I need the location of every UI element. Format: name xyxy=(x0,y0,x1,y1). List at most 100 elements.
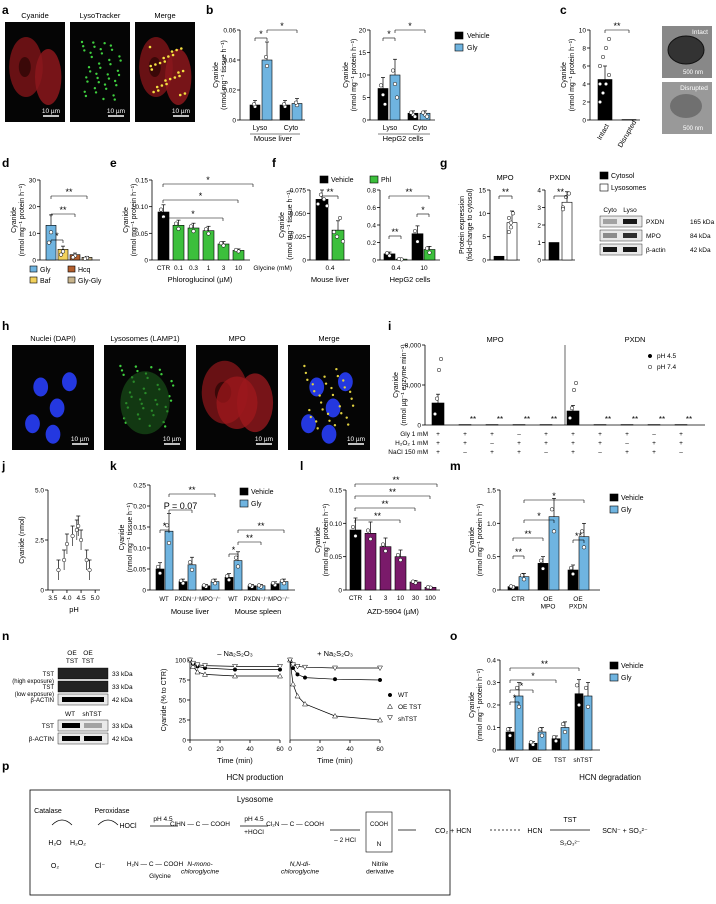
vesicle-dot xyxy=(172,384,174,386)
vesicle-dot xyxy=(85,95,87,97)
x-tick-label: 40 xyxy=(246,746,254,753)
vesicle-dot xyxy=(342,379,344,381)
vesicle-dot xyxy=(335,368,337,370)
vesicle-dot xyxy=(330,387,332,389)
y-tick-label: 0 xyxy=(492,748,496,755)
nucleus xyxy=(25,414,40,433)
significance-star: * xyxy=(387,29,391,39)
nucleus xyxy=(322,425,337,444)
condition-label: H₂O₂ 1 mM xyxy=(395,440,428,447)
data-point xyxy=(570,406,574,410)
panel-letter: p xyxy=(2,759,9,773)
significance-star: ** xyxy=(497,415,503,424)
significance-star: ** xyxy=(381,499,389,509)
condition-sign: – xyxy=(544,449,548,456)
data-point xyxy=(303,676,307,680)
scale-bar-label: 10 µm xyxy=(172,108,190,115)
panel-title: + Na₂S₂O₃ xyxy=(317,649,353,658)
significance-star: ** xyxy=(575,531,583,541)
x-axis-label: Phloroglucinol (µM) xyxy=(168,275,233,284)
condition-sign: + xyxy=(598,440,602,447)
data-point xyxy=(413,115,417,119)
condition-sign: + xyxy=(679,440,683,447)
significance-star: ** xyxy=(246,533,254,543)
data-point xyxy=(572,388,576,392)
data-point xyxy=(366,529,370,533)
legend-label: Vehicle xyxy=(467,33,490,40)
significance-star: ** xyxy=(524,529,532,539)
chem-structure: ClHN — C — COOH xyxy=(170,821,230,828)
y-tick-label: 0.10 xyxy=(329,521,342,528)
x-tick-label: 4.5 xyxy=(77,595,86,602)
blot-row-label: TST(low exposure) xyxy=(15,685,55,698)
data-point xyxy=(425,247,429,251)
data-point xyxy=(561,722,565,726)
chem-label: HCN xyxy=(527,828,542,835)
y-tick-label: 10 xyxy=(29,231,37,238)
chem-label: H₂O₂ xyxy=(70,840,86,847)
x-axis-label: Glycine (mM) xyxy=(253,265,292,272)
x-tick-label: 10 xyxy=(397,595,405,602)
bar xyxy=(549,243,559,261)
y-tick-label: 15 xyxy=(479,188,487,195)
legend-label: Gly-Gly xyxy=(78,278,102,285)
data-point xyxy=(391,69,395,73)
legend-swatch xyxy=(30,266,37,272)
panel-letter: d xyxy=(2,156,9,170)
x-tick-label: 0 xyxy=(288,746,292,753)
data-point xyxy=(607,73,611,77)
vesicle-dot xyxy=(149,65,152,68)
legend-label: pH 7.4 xyxy=(657,364,677,371)
significance-star: ** xyxy=(59,205,67,215)
vesicle-dot xyxy=(312,383,314,385)
blot-kda-label: 165 kDa xyxy=(690,219,715,226)
vesicle-dot xyxy=(172,54,175,57)
condition-sign: – xyxy=(625,440,629,447)
vesicle-dot xyxy=(92,41,94,43)
caption: Mouse liver xyxy=(171,607,210,616)
vesicle-dot xyxy=(170,380,172,382)
data-point xyxy=(47,241,51,245)
blot-row-label: β-ACTIN xyxy=(29,736,55,743)
vesicle-dot xyxy=(156,86,159,89)
label-text: Mouse liver xyxy=(254,134,293,143)
condition-sign: + xyxy=(436,431,440,438)
significance-star: ** xyxy=(389,487,397,497)
vesicle-dot xyxy=(95,91,97,93)
blot-row-label: β-ACTIN xyxy=(31,698,54,704)
vesicle-dot xyxy=(122,374,124,376)
condition-sign: + xyxy=(652,440,656,447)
legend-marker xyxy=(388,704,393,709)
significance-star: ** xyxy=(470,415,476,424)
vesicle-dot xyxy=(347,423,349,425)
y-axis-label: Cyanide(nmol mg⁻¹ tissue h⁻¹) xyxy=(119,503,134,573)
vesicle-dot xyxy=(160,373,162,375)
chem-label: CO₂ + HCN xyxy=(435,828,471,835)
x-tick-label: 1 xyxy=(369,595,373,602)
label-text: Lyso xyxy=(253,125,268,132)
chem-label: N,N-di-chloroglycine xyxy=(281,861,319,876)
x-tick-label: WT xyxy=(509,757,519,764)
x-tick-label: 10 xyxy=(235,265,243,272)
bar xyxy=(350,530,361,590)
data-point xyxy=(257,584,261,588)
vesicle-dot xyxy=(179,94,182,97)
data-point xyxy=(435,397,439,401)
data-point xyxy=(507,230,511,234)
data-point xyxy=(188,560,192,564)
condition-sign: + xyxy=(517,449,521,456)
vesicle-dot xyxy=(327,413,329,415)
data-point xyxy=(207,232,211,236)
vesicle-dot xyxy=(171,50,174,53)
vesicle-dot xyxy=(107,73,109,75)
y-tick-label: 0.25 xyxy=(133,483,146,490)
x-tick-label: 100 xyxy=(425,595,436,602)
x-tick-label: WT xyxy=(228,597,238,603)
vesicle-dot xyxy=(352,404,354,406)
data-point xyxy=(509,226,513,230)
vesicle-dot xyxy=(115,84,117,86)
vesicle-dot xyxy=(91,56,93,58)
data-point xyxy=(541,567,545,571)
condition-sign: + xyxy=(598,431,602,438)
y-axis-label: Cyanide (nmol) xyxy=(19,516,26,563)
